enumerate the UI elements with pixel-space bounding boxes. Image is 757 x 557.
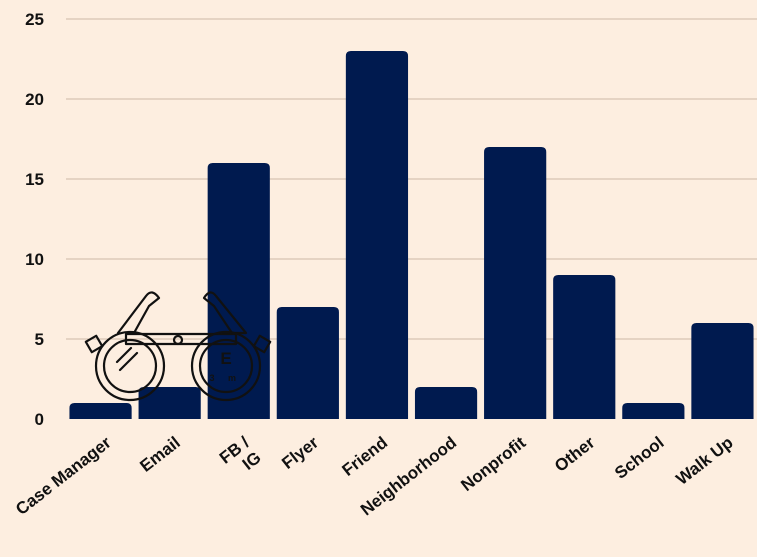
x-tick-label: Walk Up xyxy=(673,433,737,489)
x-tick-label: Friend xyxy=(338,433,391,480)
x-tick-label-group: School xyxy=(611,433,667,483)
eye-chart-letter-m: m xyxy=(228,373,236,383)
bar-email xyxy=(138,387,201,419)
bar-friend xyxy=(345,51,409,419)
right-lens-outer-icon xyxy=(190,330,262,402)
left-lens-glare-icon xyxy=(118,351,139,372)
x-tick-label: Flyer xyxy=(278,433,322,473)
left-lens-outer-icon xyxy=(94,330,166,402)
x-tick-label-group: Nonprofit xyxy=(457,433,529,495)
bar-nonprofit xyxy=(484,147,547,419)
right-lens-inner-icon xyxy=(198,338,254,394)
right-clip-icon xyxy=(252,334,272,354)
eye-chart-letter-3: 3 xyxy=(209,373,214,383)
x-tick-label-group: Case Manager xyxy=(12,433,115,519)
x-tick-label: Case Manager xyxy=(12,433,115,519)
bar-school xyxy=(622,403,685,419)
x-tick-label: Other xyxy=(551,433,599,476)
bar-neighborhood xyxy=(414,387,478,419)
x-tick-label-group: FB /IG xyxy=(216,433,265,474)
x-tick-label-group: Other xyxy=(551,433,599,476)
x-tick-label-group: Walk Up xyxy=(673,433,737,489)
x-tick-label-group: Flyer xyxy=(278,433,322,473)
eye-chart-letter-e: E xyxy=(220,349,231,368)
grid-lines xyxy=(66,18,757,340)
bar-case-manager xyxy=(69,403,132,419)
y-tick-label: 5 xyxy=(35,330,44,349)
bridge-screw-icon xyxy=(172,334,184,346)
left-temple-arm-icon xyxy=(116,291,161,335)
left-lens-glare-icon xyxy=(115,346,133,364)
y-tick-label: 0 xyxy=(35,410,44,429)
x-axis-ticks: Case Manager Email FB /IG Flyer FriendNeighb… xyxy=(12,433,736,520)
y-tick-label: 15 xyxy=(25,170,44,189)
left-clip-icon xyxy=(84,334,104,354)
left-lens-inner-icon xyxy=(102,338,158,394)
eye-exam-glasses-icon: E 3 m xyxy=(84,291,272,402)
bar-other xyxy=(553,275,616,419)
x-tick-label-group: Friend xyxy=(338,433,391,480)
bar-fb-ig xyxy=(207,163,270,419)
y-tick-label: 25 xyxy=(25,10,44,29)
y-tick-label: 20 xyxy=(25,90,44,109)
bar-flyer xyxy=(276,307,339,419)
y-tick-label: 10 xyxy=(25,250,44,269)
x-tick-label: Nonprofit xyxy=(457,433,529,495)
bars xyxy=(69,51,754,419)
x-tick-label-group: Email xyxy=(136,433,183,476)
y-axis-ticks: 0 5 10 15 20 25 xyxy=(25,10,44,429)
x-tick-label: Email xyxy=(136,433,183,476)
x-tick-label: School xyxy=(611,433,667,483)
bar-walk-up xyxy=(691,323,754,419)
